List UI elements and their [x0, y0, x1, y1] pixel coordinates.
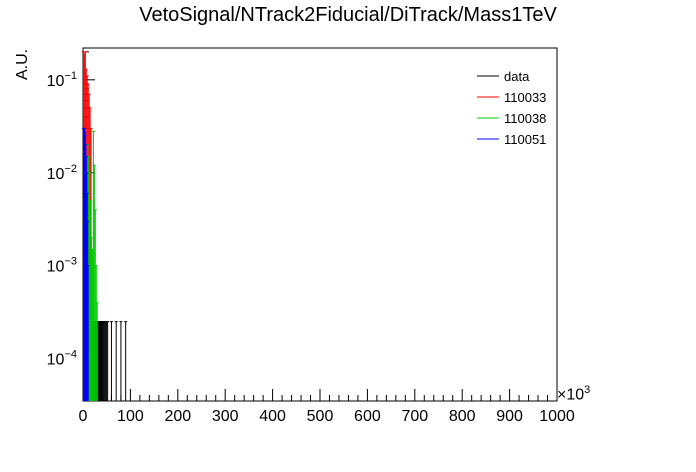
y-tick-label: 10−3 [47, 256, 77, 276]
y-tick-label: 10−2 [47, 163, 77, 183]
legend-label-110033: 110033 [504, 90, 546, 105]
x-tick-label: 200 [164, 408, 191, 425]
y-tick-label: 10−4 [47, 349, 77, 369]
plot-frame [82, 47, 558, 402]
x-tick-label: 1000 [539, 408, 575, 425]
x-tick-label: 0 [79, 408, 88, 425]
x-tick-label: 700 [401, 408, 428, 425]
x-tick-label: 600 [354, 408, 381, 425]
x-tick-label: 400 [259, 408, 286, 425]
x-tick-label: 900 [496, 408, 523, 425]
x-tick-label: 500 [307, 408, 334, 425]
legend-label-data: data [504, 69, 530, 84]
x-multiplier-exponent: 3 [584, 384, 591, 396]
x-tick-label: 300 [212, 408, 239, 425]
x-axis-multiplier: ×103 [557, 384, 590, 404]
legend-label-110051: 110051 [504, 132, 546, 147]
chart-title: VetoSignal/NTrack2Fiducial/DiTrack/Mass1… [139, 4, 557, 26]
y-tick-label: 10−1 [47, 70, 77, 90]
x-multiplier-base: ×10 [557, 386, 585, 404]
x-tick-label: 100 [117, 408, 144, 425]
legend-label-110038: 110038 [504, 111, 546, 126]
x-tick-label: 800 [449, 408, 476, 425]
